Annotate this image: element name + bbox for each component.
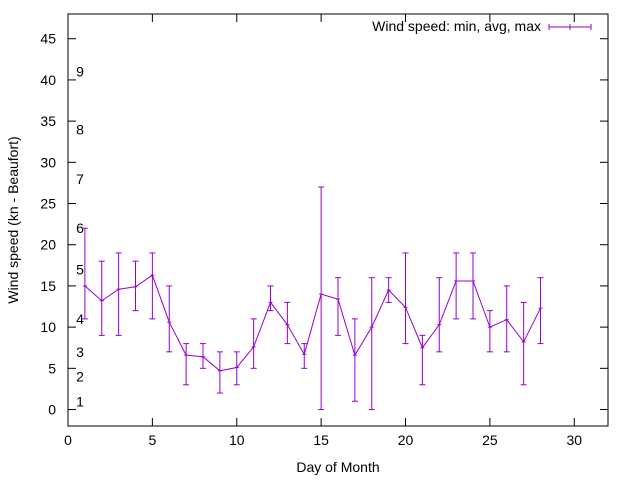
error-bar [470, 252, 476, 320]
beaufort-label: 7 [76, 171, 84, 187]
x-tick-label: 10 [229, 432, 245, 448]
error-bar [284, 301, 291, 345]
x-tick-label: 25 [482, 432, 498, 448]
error-bar [453, 252, 460, 320]
beaufort-label: 2 [76, 369, 84, 385]
y-axis-label: Wind speed (kn - Beaufort) [5, 136, 21, 303]
y-tick-label: 40 [40, 72, 56, 88]
y-tick-label: 45 [40, 31, 56, 47]
error-bar [149, 252, 156, 320]
x-tick-label: 15 [313, 432, 329, 448]
error-bar [98, 260, 105, 336]
beaufort-label: 6 [76, 220, 84, 236]
x-tick-label: 20 [398, 432, 414, 448]
y-tick-label: 35 [40, 113, 56, 129]
y-tick-label: 25 [40, 196, 56, 212]
error-bar [183, 343, 190, 386]
beaufort-label: 4 [76, 311, 84, 327]
error-bar [520, 301, 527, 386]
beaufort-label: 5 [76, 261, 84, 277]
error-bar [132, 260, 139, 312]
error-bar [318, 186, 325, 411]
y-tick-label: 20 [40, 237, 56, 253]
series-line [84, 274, 541, 372]
series-wind-speed [81, 186, 544, 411]
x-tick-label: 5 [148, 432, 156, 448]
error-bar [216, 351, 223, 394]
x-tick-label: 0 [64, 432, 72, 448]
error-bar [301, 343, 308, 369]
error-bar [486, 310, 493, 353]
error-bar [335, 277, 341, 336]
y-tick-label: 30 [40, 154, 56, 170]
beaufort-scale-labels: 1 2 3 4 5 6 7 8 9 [76, 64, 84, 410]
error-bar [166, 285, 173, 353]
error-bar [200, 343, 206, 369]
error-bar [402, 252, 409, 345]
legend-label: Wind speed: min, avg, max [372, 18, 541, 34]
x-tick-label: 30 [566, 432, 582, 448]
error-bar [419, 334, 426, 386]
error-bar [503, 285, 510, 353]
error-bar [233, 351, 240, 386]
x-axis-label: Day of Month [296, 459, 379, 475]
beaufort-label: 9 [76, 64, 84, 80]
legend: Wind speed: min, avg, max [372, 18, 592, 34]
beaufort-label: 8 [76, 121, 84, 137]
y-tick-label: 0 [48, 402, 56, 418]
error-bar [368, 277, 375, 411]
error-bar [351, 318, 358, 402]
y-tick-label: 15 [40, 278, 56, 294]
error-bar [81, 227, 88, 320]
error-bar [115, 252, 122, 336]
error-bar [267, 285, 274, 312]
plot-frame [67, 13, 609, 427]
beaufort-label: 3 [76, 344, 84, 360]
y-tick-label: 5 [48, 360, 56, 376]
error-bar [537, 277, 544, 345]
beaufort-label: 1 [76, 393, 84, 409]
error-bar [385, 277, 392, 303]
y-tick-label: 10 [40, 319, 56, 335]
error-bar [436, 277, 443, 353]
error-bar [250, 318, 257, 369]
